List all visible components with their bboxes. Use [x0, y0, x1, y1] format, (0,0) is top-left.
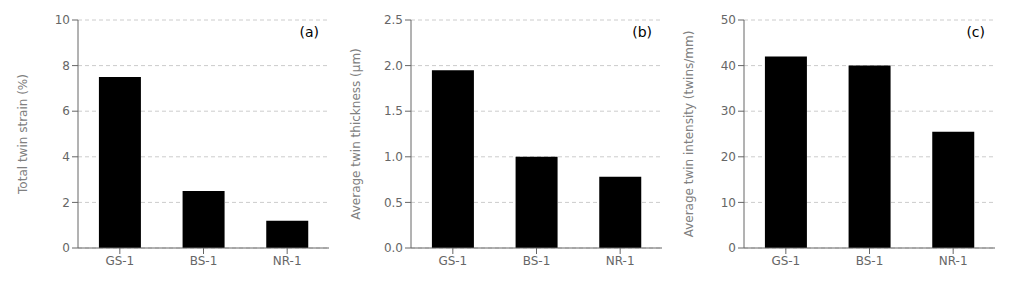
svg-text:10: 10: [721, 196, 736, 210]
html-text:(a): (a): [299, 24, 319, 40]
svg-text:8: 8: [62, 59, 70, 73]
svg-text:2.5: 2.5: [384, 13, 403, 27]
svg-text:NR-1: NR-1: [273, 254, 302, 268]
svg-text:4: 4: [62, 150, 70, 164]
svg-text:GS-1: GS-1: [105, 254, 134, 268]
svg-text:GS-1: GS-1: [771, 254, 800, 268]
svg-text:10: 10: [55, 13, 70, 27]
svg-text:NR-1: NR-1: [939, 254, 968, 268]
svg-text:6: 6: [62, 104, 70, 118]
svg-text:GS-1: GS-1: [438, 254, 467, 268]
svg-text:0: 0: [728, 241, 736, 255]
svg-text:BS-1: BS-1: [190, 254, 218, 268]
svg-text:1.0: 1.0: [384, 150, 403, 164]
svg-text:50: 50: [721, 13, 736, 27]
svg-text:0.5: 0.5: [384, 196, 403, 210]
svg-text:NR-1: NR-1: [606, 254, 635, 268]
html-text:(c): (c): [966, 24, 985, 40]
svg-text:0.0: 0.0: [384, 241, 403, 255]
html-text:(b): (b): [632, 24, 652, 40]
svg-text:Average twin intensity (twins/: Average twin intensity (twins/mm): [682, 31, 696, 238]
svg-text:Total twin strain (%): Total twin strain (%): [16, 74, 30, 195]
svg-text:Average twin thickness (μm): Average twin thickness (μm): [349, 48, 363, 220]
svg-text:2.0: 2.0: [384, 59, 403, 73]
svg-text:20: 20: [721, 150, 736, 164]
svg-text:40: 40: [721, 59, 736, 73]
svg-text:0: 0: [62, 241, 70, 255]
svg-text:2: 2: [62, 196, 70, 210]
svg-text:1.5: 1.5: [384, 104, 403, 118]
svg-text:30: 30: [721, 104, 736, 118]
svg-text:BS-1: BS-1: [523, 254, 551, 268]
svg-text:BS-1: BS-1: [856, 254, 884, 268]
